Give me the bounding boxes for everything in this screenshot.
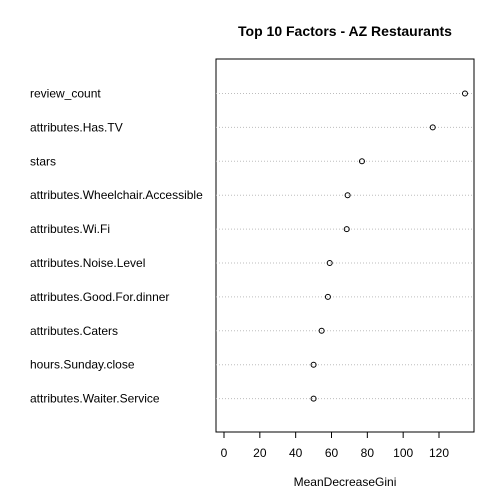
plot-frame bbox=[215, 58, 475, 433]
x-tick-label: 120 bbox=[429, 446, 449, 460]
data-point bbox=[324, 293, 331, 300]
factor-label: stars bbox=[30, 154, 56, 168]
data-point bbox=[358, 158, 365, 165]
data-point bbox=[343, 226, 350, 233]
x-tick-label: 40 bbox=[289, 446, 303, 460]
data-point bbox=[344, 192, 351, 199]
factor-label: attributes.Has.TV bbox=[30, 120, 123, 134]
factor-label: attributes.Noise.Level bbox=[30, 256, 145, 270]
data-points bbox=[310, 90, 468, 402]
factor-labels: review_count attributes.Has.TV stars attrib… bbox=[30, 87, 203, 406]
data-point bbox=[326, 260, 333, 266]
x-tick-label: 100 bbox=[393, 446, 413, 460]
data-point bbox=[318, 327, 325, 334]
factor-label: hours.Sunday.close bbox=[30, 358, 135, 372]
factor-label: attributes.Good.For.dinner bbox=[30, 290, 169, 304]
x-tick-label: 0 bbox=[221, 446, 228, 460]
x-tick-label: 80 bbox=[361, 446, 375, 460]
chart-title: Top 10 Factors - AZ Restaurants bbox=[238, 23, 452, 39]
x-tick-label: 20 bbox=[253, 446, 267, 460]
data-point bbox=[429, 124, 436, 131]
factor-label: attributes.Wheelchair.Accessible bbox=[30, 188, 203, 202]
data-point bbox=[310, 395, 317, 402]
data-point bbox=[310, 361, 317, 368]
data-point bbox=[461, 90, 468, 97]
x-tick-label: 60 bbox=[325, 446, 339, 460]
x-axis: 0 20 40 60 80 100 120 bbox=[221, 431, 449, 460]
guide-lines bbox=[216, 93, 474, 400]
x-axis-label: MeanDecreaseGini bbox=[294, 475, 397, 489]
factor-label: attributes.Waiter.Service bbox=[30, 392, 160, 406]
factor-label: attributes.Caters bbox=[30, 324, 118, 338]
factor-label: review_count bbox=[30, 87, 101, 101]
factor-label: attributes.Wi.Fi bbox=[30, 222, 110, 236]
